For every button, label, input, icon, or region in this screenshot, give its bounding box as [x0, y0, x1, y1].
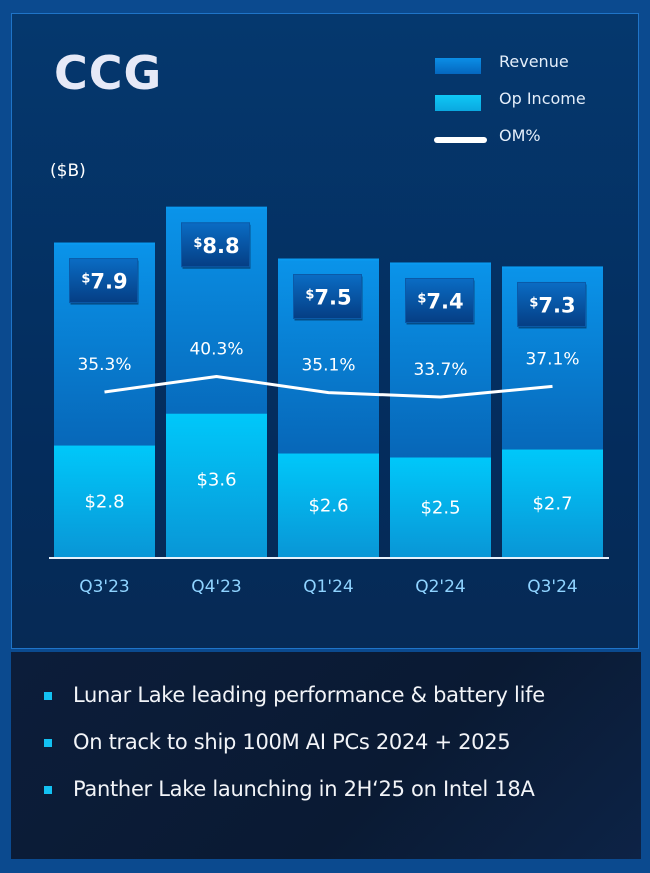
- om-percent-label: 35.1%: [301, 356, 355, 376]
- revenue-value-label: $7.5: [305, 286, 351, 310]
- revenue-label-box: [517, 281, 586, 327]
- om-percent-label: 33.7%: [413, 360, 467, 380]
- unit-label: ($B): [50, 161, 86, 181]
- revenue-swatch: [435, 58, 481, 74]
- om-line-swatch: [434, 137, 487, 143]
- op-income-bar: [502, 449, 603, 557]
- bullet-square-icon: [44, 692, 52, 700]
- revenue-value-label: $7.3: [529, 293, 575, 317]
- bar-chart: $7.9 35.3% $2.8 Q3'23 $8.8 40.3% $3.6 Q4'23 $7.5…: [49, 206, 609, 597]
- om-percent-label: 40.3%: [189, 340, 243, 360]
- revenue-label-box: [293, 274, 362, 319]
- revenue-label-box: [405, 277, 474, 323]
- op-income-value-label: $2.7: [532, 493, 572, 514]
- om-line: [104, 375, 553, 399]
- op-income-bar: [390, 457, 491, 557]
- x-tick-label: Q1'24: [303, 577, 354, 597]
- bullet-text: On track to ship 100M AI PCs 2024 + 2025: [73, 730, 511, 754]
- legend-label: OM%: [499, 126, 541, 145]
- op-income-value-label: $3.6: [196, 469, 236, 490]
- om-percent-label: 35.3%: [77, 355, 131, 375]
- om-percent-label: 37.1%: [525, 349, 579, 369]
- op-income-value-label: $2.8: [84, 491, 124, 512]
- op-income-value-label: $2.5: [420, 497, 460, 518]
- x-tick-label: Q3'24: [527, 577, 578, 597]
- op-income-bar: [278, 453, 379, 557]
- chart-title: CCG: [54, 46, 163, 100]
- revenue-value-label: $7.4: [417, 289, 463, 313]
- legend-label: Revenue: [499, 52, 569, 71]
- x-tick-label: Q3'23: [79, 577, 130, 597]
- op-income-bar: [54, 445, 155, 557]
- bullet-square-icon: [44, 786, 52, 794]
- bullet-text: Panther Lake launching in 2H‘25 on Intel…: [73, 777, 535, 801]
- x-tick-label: Q4'23: [191, 577, 242, 597]
- bullet-square-icon: [44, 739, 52, 747]
- op-income-value-label: $2.6: [308, 495, 348, 516]
- revenue-value-label: $7.9: [81, 270, 127, 294]
- highlights-panel: [11, 652, 641, 859]
- revenue-bar-top: [278, 258, 379, 261]
- op-income-swatch: [435, 95, 481, 111]
- bullet-text: Lunar Lake leading performance & battery…: [73, 683, 545, 707]
- revenue-bar-top: [502, 266, 603, 269]
- revenue-label-box: [69, 258, 138, 304]
- op-income-bar: [166, 413, 267, 557]
- legend-label: Op Income: [499, 89, 586, 108]
- revenue-label-box: [181, 222, 250, 268]
- x-tick-label: Q2'24: [415, 577, 466, 597]
- revenue-bar-top: [54, 242, 155, 245]
- revenue-bar-top: [390, 262, 491, 265]
- revenue-value-label: $8.8: [193, 234, 239, 258]
- revenue-bar-top: [166, 206, 267, 209]
